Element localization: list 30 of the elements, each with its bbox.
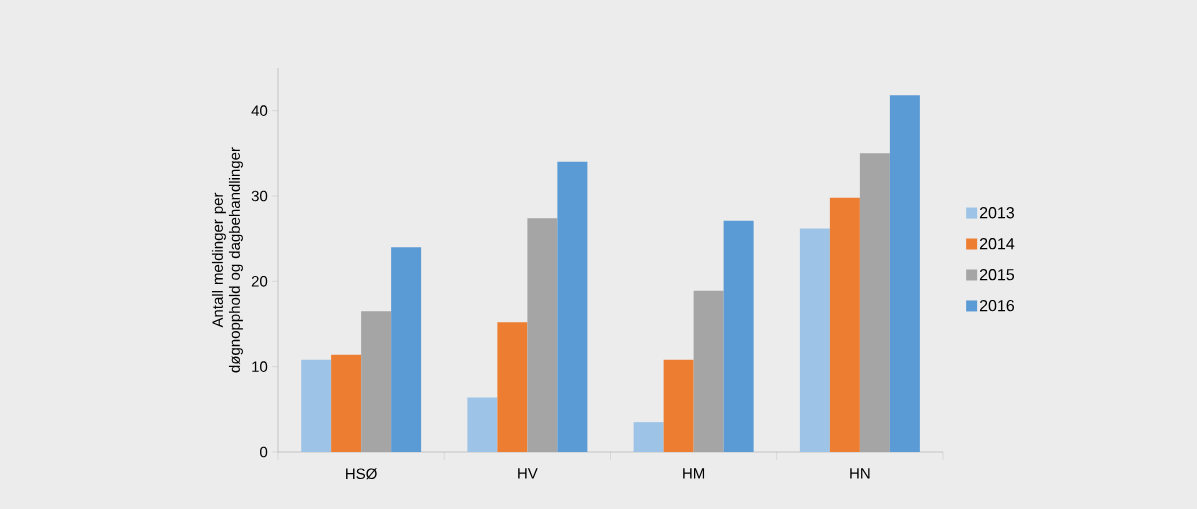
bar <box>467 397 498 452</box>
x-tick-label: HN <box>850 468 870 479</box>
y-tick-label: 20 <box>251 276 268 287</box>
y-tick-label: 0 <box>260 446 268 458</box>
bar <box>331 354 362 452</box>
bar <box>527 218 558 452</box>
bar <box>859 153 890 452</box>
bar <box>301 359 332 452</box>
bar <box>889 95 920 452</box>
bar <box>723 220 754 452</box>
legend-label: 2016 <box>979 299 1015 312</box>
legend-label: 2014 <box>979 238 1015 250</box>
bar <box>497 322 528 452</box>
y-tick-label: 10 <box>252 361 268 372</box>
legend-label: 2013 <box>979 207 1015 219</box>
bar <box>693 290 724 452</box>
x-tick-label: HV <box>518 468 538 479</box>
bar <box>663 359 694 452</box>
y-tick-label: 30 <box>251 190 268 202</box>
bar <box>829 197 860 452</box>
bar <box>633 422 664 452</box>
bar <box>361 311 392 452</box>
y-axis-title: Antall meldinger per døgnopphold og dagbehandlinger <box>211 147 243 373</box>
bar <box>391 247 422 452</box>
bar <box>799 228 830 452</box>
bar <box>557 161 588 452</box>
y-tick-label: 40 <box>251 105 268 116</box>
legend-label: 2015 <box>979 269 1015 281</box>
x-tick-label: HSØ <box>346 468 377 480</box>
x-tick-label: HM <box>683 468 705 479</box>
